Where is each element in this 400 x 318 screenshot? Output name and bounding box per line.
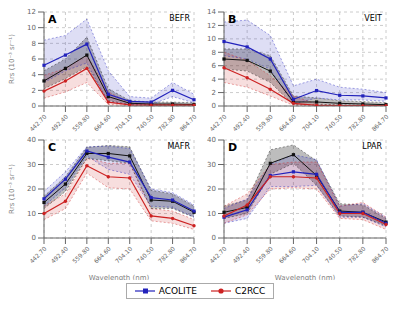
svg-text:2: 2: [32, 87, 36, 95]
svg-text:12: 12: [27, 8, 36, 16]
svg-text:30: 30: [27, 161, 36, 169]
svg-text:40: 40: [207, 136, 216, 144]
svg-text:2: 2: [212, 89, 216, 97]
svg-text:30: 30: [207, 161, 216, 169]
html-text:C2RCC: C2RCC: [234, 286, 266, 296]
svg-text:740.50: 740.50: [324, 245, 344, 265]
svg-text:10: 10: [207, 210, 216, 218]
svg-text:864.70: 864.70: [178, 113, 198, 133]
svg-text:740.50: 740.50: [135, 245, 155, 265]
svg-text:492.40: 492.40: [231, 113, 251, 133]
svg-text:0: 0: [32, 102, 36, 110]
svg-text:664.60: 664.60: [277, 245, 297, 265]
svg-text:492.40: 492.40: [231, 245, 251, 265]
html-text:VEIT: VEIT: [364, 14, 382, 23]
svg-text:782.80: 782.80: [156, 245, 176, 265]
svg-text:8: 8: [212, 49, 216, 57]
svg-text:6: 6: [32, 55, 37, 63]
svg-text:559.80: 559.80: [254, 113, 274, 133]
svg-text:442.70: 442.70: [208, 245, 228, 265]
svg-text:442.70: 442.70: [208, 113, 228, 133]
html-text:B: B: [228, 13, 237, 26]
svg-text:704.10: 704.10: [300, 245, 320, 265]
svg-text:704.10: 704.10: [300, 113, 320, 133]
svg-text:40: 40: [27, 136, 36, 144]
svg-text:20: 20: [207, 185, 216, 193]
svg-text:492.40: 492.40: [49, 245, 69, 265]
svg-text:704.10: 704.10: [114, 113, 134, 133]
svg-text:740.50: 740.50: [135, 113, 155, 133]
html-text:MAFR: MAFR: [167, 142, 190, 151]
svg-text:782.80: 782.80: [347, 245, 367, 265]
html-text:D: D: [228, 141, 238, 154]
svg-text:Wavelength (nm): Wavelength (nm): [275, 274, 336, 280]
svg-text:442.70: 442.70: [28, 113, 48, 133]
svg-text:864.70: 864.70: [370, 245, 390, 265]
svg-text:Rrs (10⁻³ sr⁻¹): Rrs (10⁻³ sr⁻¹): [8, 164, 16, 214]
html-text:ACOLITE: ACOLITE: [158, 286, 197, 296]
html-text:LPAR: LPAR: [362, 142, 382, 151]
svg-text:14: 14: [207, 8, 216, 16]
html-text:C: C: [48, 141, 57, 154]
svg-text:4: 4: [212, 76, 217, 84]
svg-text:559.80: 559.80: [71, 245, 91, 265]
svg-text:6: 6: [212, 62, 217, 70]
svg-text:664.60: 664.60: [92, 245, 112, 265]
svg-text:4: 4: [32, 71, 37, 79]
svg-text:664.60: 664.60: [277, 113, 297, 133]
svg-text:Wavelength (nm): Wavelength (nm): [89, 274, 150, 280]
svg-text:864.70: 864.70: [178, 245, 198, 265]
svg-text:782.80: 782.80: [156, 113, 176, 133]
svg-text:10: 10: [27, 210, 36, 218]
svg-text:664.60: 664.60: [92, 113, 112, 133]
svg-text:442.70: 442.70: [28, 245, 48, 265]
svg-text:492.40: 492.40: [49, 113, 69, 133]
svg-text:10: 10: [27, 24, 36, 32]
svg-text:0: 0: [32, 234, 36, 242]
svg-text:704.10: 704.10: [114, 245, 134, 265]
svg-text:12: 12: [207, 22, 216, 30]
html-text:BEFR: BEFR: [169, 14, 190, 23]
svg-text:10: 10: [207, 35, 216, 43]
svg-text:740.50: 740.50: [324, 113, 344, 133]
svg-text:0: 0: [212, 102, 216, 110]
svg-text:559.80: 559.80: [254, 245, 274, 265]
svg-text:20: 20: [27, 185, 36, 193]
svg-text:8: 8: [32, 40, 36, 48]
svg-text:559.80: 559.80: [71, 113, 91, 133]
svg-text:782.80: 782.80: [347, 113, 367, 133]
svg-text:0: 0: [212, 234, 216, 242]
html-text:A: A: [48, 13, 57, 26]
svg-text:Rrs (10⁻³ sr⁻¹): Rrs (10⁻³ sr⁻¹): [8, 34, 16, 84]
svg-text:864.70: 864.70: [370, 113, 390, 133]
